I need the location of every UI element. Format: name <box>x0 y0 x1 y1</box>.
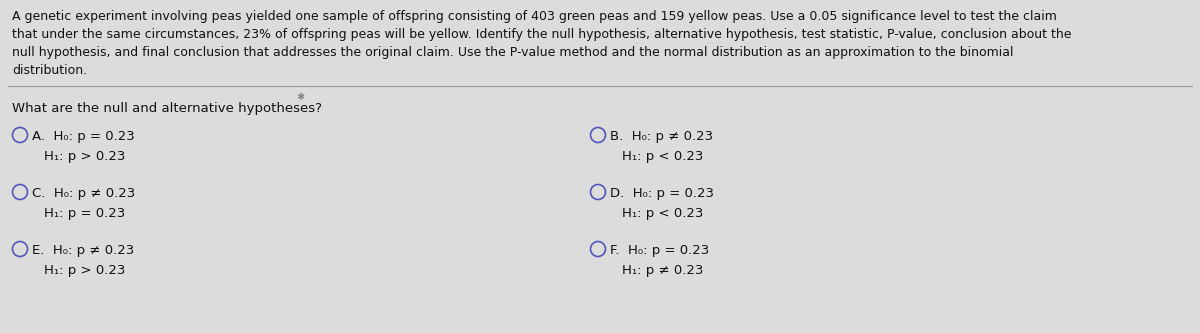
Text: H₁: p ≠ 0.23: H₁: p ≠ 0.23 <box>622 264 703 277</box>
Text: B.  H₀: p ≠ 0.23: B. H₀: p ≠ 0.23 <box>610 130 713 143</box>
Text: ✱: ✱ <box>296 92 304 102</box>
Text: What are the null and alternative hypotheses?: What are the null and alternative hypoth… <box>12 102 322 115</box>
Text: A genetic experiment involving peas yielded one sample of offspring consisting o: A genetic experiment involving peas yiel… <box>12 10 1057 23</box>
Text: H₁: p = 0.23: H₁: p = 0.23 <box>44 207 125 220</box>
Text: H₁: p > 0.23: H₁: p > 0.23 <box>44 264 125 277</box>
Text: null hypothesis, and final conclusion that addresses the original claim. Use the: null hypothesis, and final conclusion th… <box>12 46 1014 59</box>
Text: C.  H₀: p ≠ 0.23: C. H₀: p ≠ 0.23 <box>32 187 136 200</box>
Text: distribution.: distribution. <box>12 64 88 77</box>
Text: H₁: p < 0.23: H₁: p < 0.23 <box>622 207 703 220</box>
Text: H₁: p < 0.23: H₁: p < 0.23 <box>622 150 703 163</box>
Text: E.  H₀: p ≠ 0.23: E. H₀: p ≠ 0.23 <box>32 244 134 257</box>
Text: H₁: p > 0.23: H₁: p > 0.23 <box>44 150 125 163</box>
Text: D.  H₀: p = 0.23: D. H₀: p = 0.23 <box>610 187 714 200</box>
Text: that under the same circumstances, 23% of offspring peas will be yellow. Identif: that under the same circumstances, 23% o… <box>12 28 1072 41</box>
Text: F.  H₀: p = 0.23: F. H₀: p = 0.23 <box>610 244 709 257</box>
Text: A.  H₀: p = 0.23: A. H₀: p = 0.23 <box>32 130 134 143</box>
